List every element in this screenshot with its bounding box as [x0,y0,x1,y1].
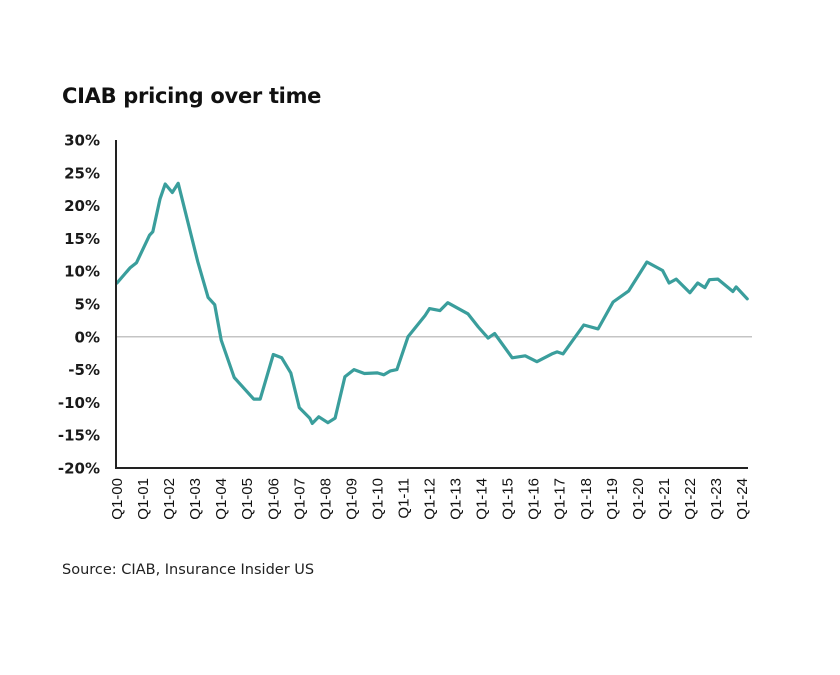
series-line-ciab-pricing [115,181,749,425]
x-tick-label: Q1-15 [500,478,517,520]
x-tick-label: Q1-12 [422,478,439,520]
x-tick-label: Q1-06 [265,478,282,520]
x-tick-label: Q1-10 [369,478,386,520]
x-tick-label: Q1-18 [578,478,595,520]
y-tick-label: 10% [64,263,100,281]
x-tick-label: Q1-17 [552,478,569,520]
y-tick-label: 0% [75,328,100,346]
x-tick-label: Q1-23 [708,478,725,520]
x-tick-label: Q1-21 [656,478,673,520]
y-tick-label: 25% [64,164,100,182]
x-tick-label: Q1-09 [343,478,360,520]
x-tick-label: Q1-20 [630,478,647,520]
y-tick-label: 30% [64,132,100,150]
x-tick-label: Q1-24 [734,478,751,520]
x-tick-label: Q1-14 [474,478,491,520]
y-axis-ticks: 30% 25% 20% 15% 10% 5% 0% -5% -10% -15% -20% [58,132,100,478]
y-tick-label: 15% [64,230,100,248]
chart-title: CIAB pricing over time [62,84,322,108]
y-tick-label: -20% [58,460,100,478]
y-tick-label: -10% [58,394,100,412]
chart-source: Source: CIAB, Insurance Insider US [62,562,315,578]
x-tick-label: Q1-19 [604,478,621,520]
y-tick-label: -15% [58,427,100,445]
x-tick-label: Q1-16 [526,478,543,520]
x-tick-label: Q1-11 [395,478,412,519]
x-tick-label: Q1-02 [161,478,178,520]
y-tick-label: 20% [64,197,100,215]
y-tick-label: 5% [75,296,100,314]
x-tick-label: Q1-13 [448,478,465,520]
x-tick-label: Q1-04 [213,478,230,520]
x-tick-label: Q1-01 [135,478,152,520]
x-tick-label: Q1-22 [682,478,699,520]
x-tick-label: Q1-05 [239,478,256,520]
x-tick-label: Q1-00 [109,478,126,520]
x-axis-ticks: Q1-00 Q1-01 Q1-02 Q1-03 Q1-04 Q1-05 Q1-06 Q1-07… [109,478,751,520]
y-tick-label: -5% [68,361,100,379]
x-tick-label: Q1-03 [187,478,204,520]
data-points [116,183,748,424]
x-tick-label: Q1-07 [291,478,308,520]
x-tick-label: Q1-08 [317,478,334,520]
